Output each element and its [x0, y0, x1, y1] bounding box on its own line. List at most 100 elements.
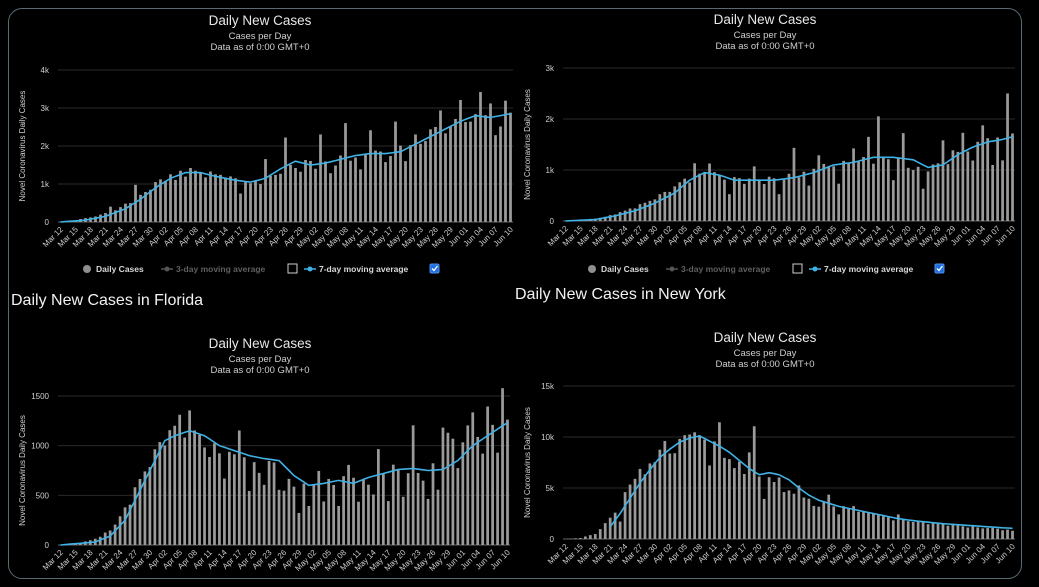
daily-case-bar — [119, 207, 122, 222]
daily-case-bar — [623, 492, 627, 539]
daily-case-bar — [931, 164, 935, 221]
daily-case-bar — [391, 464, 395, 545]
daily-case-bar — [956, 525, 960, 539]
daily-case-bar — [688, 182, 692, 221]
daily-case-bar — [683, 435, 687, 539]
daily-case-bar — [812, 168, 816, 221]
daily-case-bar — [194, 170, 197, 222]
daily-case-bar — [129, 203, 132, 222]
daily-case-bar — [886, 159, 890, 221]
legend-three-day-average[interactable]: 3-day moving average — [681, 264, 771, 274]
daily-case-bar — [469, 121, 472, 222]
daily-case-bar — [713, 172, 716, 221]
daily-case-bar — [638, 468, 642, 539]
daily-case-bar — [174, 179, 177, 222]
daily-case-bar — [792, 147, 796, 221]
daily-case-bar — [857, 161, 860, 221]
chart-subtitle-date: Data as of 0:00 GMT+0 — [210, 42, 309, 53]
daily-case-bar — [352, 477, 355, 545]
chart-title: Daily New Cases — [714, 330, 817, 345]
daily-case-bar — [747, 178, 751, 221]
daily-case-bar — [926, 171, 930, 221]
chart-subtitle-date: Data as of 0:00 GMT+0 — [715, 359, 814, 370]
daily-case-bar — [991, 527, 995, 539]
daily-case-bar — [827, 166, 831, 221]
legend-ma7-marker-icon — [812, 266, 818, 272]
daily-case-bar — [921, 188, 925, 221]
checkmark-icon — [936, 265, 944, 272]
daily-case-bar — [782, 179, 786, 221]
daily-case-bar — [501, 388, 504, 545]
daily-case-bar — [128, 504, 132, 545]
daily-case-bar — [118, 516, 122, 545]
daily-case-bar — [123, 507, 127, 545]
daily-case-bar — [708, 465, 711, 539]
daily-case-bar — [179, 170, 182, 222]
daily-case-bar — [1001, 530, 1004, 539]
daily-case-bar — [956, 151, 960, 221]
daily-case-bar — [996, 528, 999, 539]
daily-case-bar — [441, 427, 445, 545]
y-tick-label: 0 — [550, 217, 555, 226]
daily-case-bar — [886, 517, 890, 539]
daily-case-bar — [822, 502, 826, 539]
daily-case-bar — [628, 208, 632, 221]
daily-case-bar — [986, 138, 990, 221]
daily-case-bar — [289, 164, 292, 222]
daily-case-bar — [159, 179, 162, 222]
daily-case-bar — [411, 425, 415, 545]
daily-case-bar — [936, 523, 940, 539]
daily-case-bar — [454, 119, 457, 222]
daily-case-bar — [471, 412, 475, 545]
daily-case-bar — [486, 406, 490, 545]
daily-case-bar — [891, 180, 895, 221]
daily-case-bar — [208, 457, 211, 545]
y-tick-label: 1000 — [31, 442, 49, 451]
daily-case-bar — [941, 140, 945, 221]
legend-three-day-average[interactable]: 3-day moving average — [176, 264, 266, 274]
daily-case-bar — [509, 112, 512, 222]
daily-case-bar — [481, 453, 485, 545]
chart-legend[interactable]: Daily Cases 3-day moving average 7-day mov… — [588, 263, 945, 274]
ma7-checkbox[interactable] — [934, 263, 945, 274]
daily-case-bar — [737, 461, 741, 539]
daily-case-bar — [449, 126, 452, 222]
daily-case-bar — [643, 474, 647, 539]
daily-case-bar — [168, 430, 172, 545]
daily-case-bar — [832, 166, 836, 221]
daily-case-bar — [842, 506, 846, 539]
daily-case-bar — [976, 527, 980, 539]
daily-case-bar — [339, 155, 342, 222]
ma3-checkbox[interactable] — [792, 263, 803, 274]
chart-legend[interactable]: Daily Cases 3-day moving average 7-day mov… — [83, 263, 440, 274]
legend-seven-day-average[interactable]: 7-day moving average — [824, 264, 914, 274]
daily-case-bar — [991, 165, 995, 221]
daily-case-bar — [817, 506, 821, 539]
legend-daily-marker-icon — [588, 265, 596, 273]
daily-case-bar — [297, 512, 301, 545]
daily-case-bar — [663, 191, 667, 221]
daily-case-bar — [723, 457, 726, 539]
y-tick-label: 500 — [36, 491, 50, 500]
ma7-checkbox[interactable] — [429, 263, 440, 274]
daily-case-bar — [638, 204, 642, 221]
daily-case-bar — [862, 157, 865, 221]
daily-case-bar — [257, 472, 261, 545]
daily-case-bar — [574, 538, 577, 539]
daily-case-bar — [189, 167, 192, 222]
y-tick-label: 1k — [41, 180, 50, 189]
daily-case-bar — [359, 169, 362, 222]
daily-case-bar — [877, 116, 880, 221]
legend-daily-cases[interactable]: Daily Cases — [96, 264, 144, 274]
daily-case-bar — [409, 145, 412, 222]
daily-case-bar — [254, 181, 257, 222]
legend-ma3-marker-icon — [164, 266, 170, 272]
daily-case-bar — [354, 157, 357, 222]
ma3-checkbox[interactable] — [287, 263, 298, 274]
legend-daily-cases[interactable]: Daily Cases — [601, 264, 649, 274]
daily-case-bar — [618, 521, 622, 539]
legend-seven-day-average[interactable]: 7-day moving average — [319, 264, 409, 274]
seven-day-average-line — [609, 435, 1013, 530]
daily-case-bar — [384, 162, 387, 222]
